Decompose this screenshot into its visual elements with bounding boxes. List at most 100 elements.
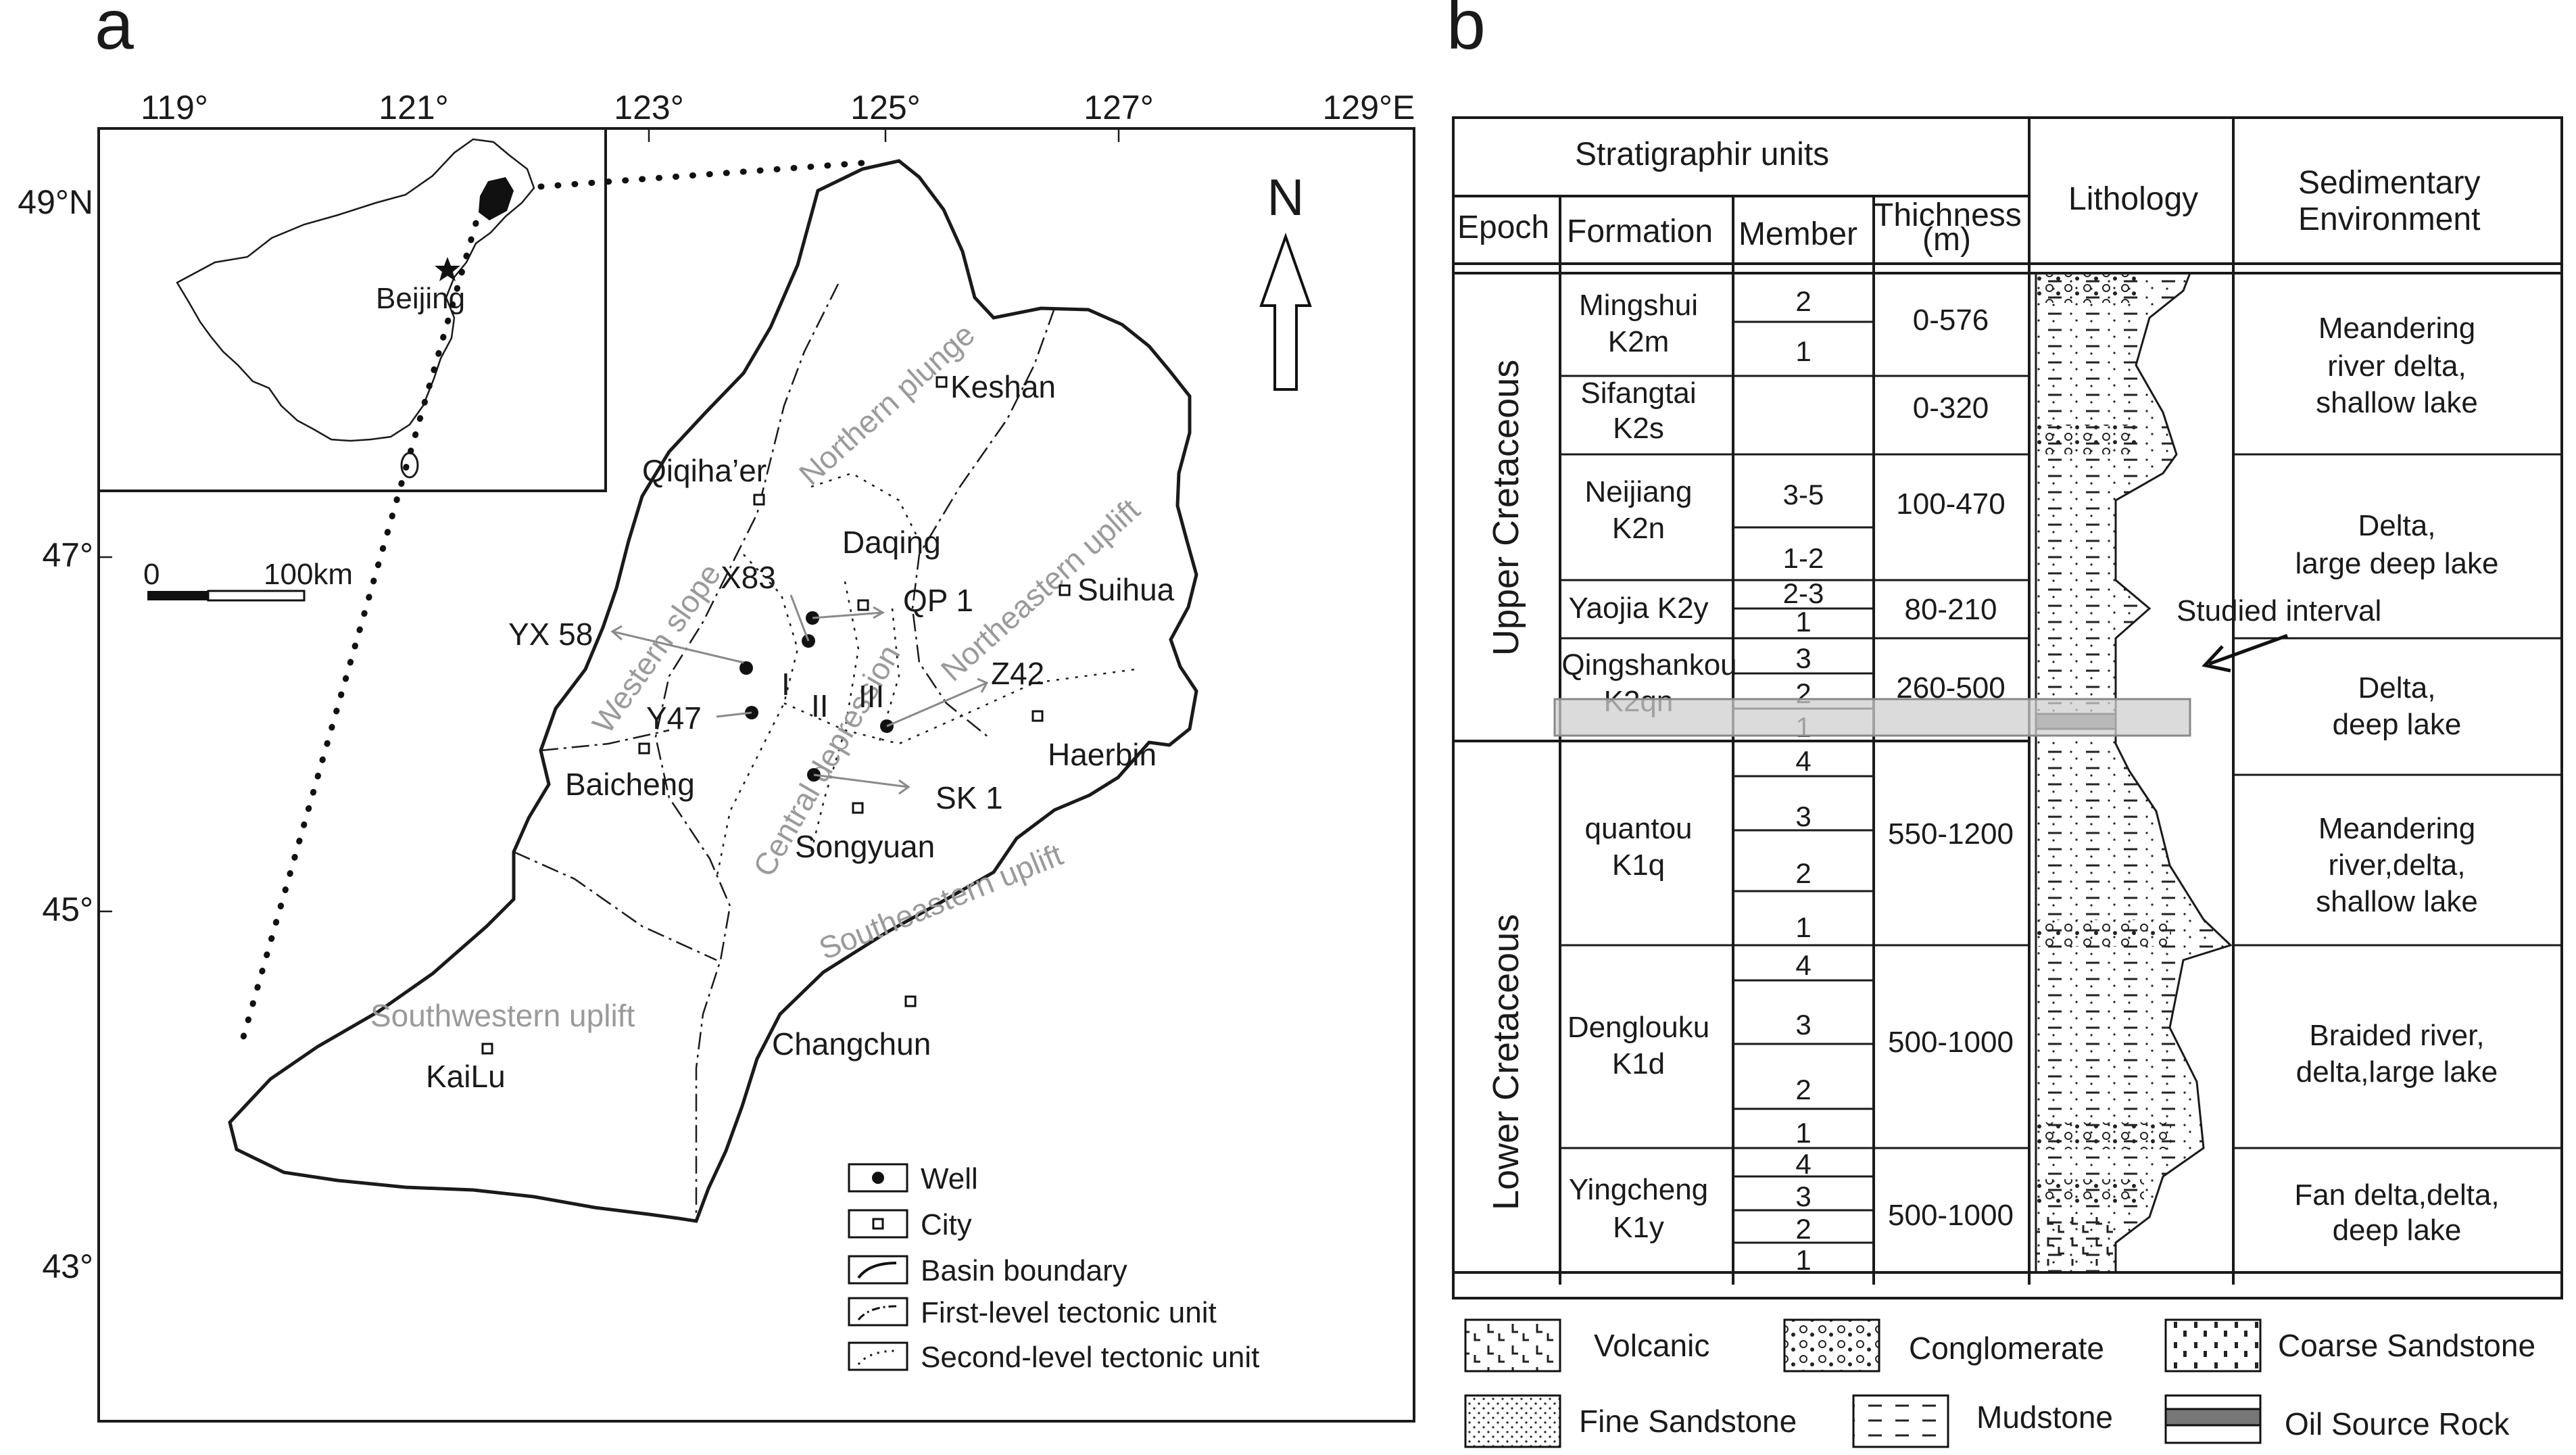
environment-line: deep lake	[2333, 708, 2462, 741]
beijing-star-icon	[435, 257, 460, 281]
member-number: 1	[1795, 1117, 1811, 1149]
scale-start: 0	[143, 558, 160, 591]
lat-tick: 43°	[42, 1247, 93, 1285]
header-formation: Formation	[1567, 214, 1713, 249]
panel-b-label: b	[1447, 0, 1486, 64]
legend-label: Well	[921, 1162, 978, 1195]
header-strat-units: Stratigraphir units	[1575, 137, 1829, 172]
formation-name: Yingcheng	[1569, 1173, 1708, 1206]
city-labels: Keshan Qiqiha’er Daqing Suihua Baicheng …	[426, 369, 1175, 1094]
member-number: 3	[1795, 642, 1811, 674]
member-number: 2-3	[1783, 577, 1824, 609]
china-northeast-region	[479, 177, 514, 220]
member-number: 2	[1795, 285, 1811, 317]
legend-label: Basin boundary	[921, 1254, 1127, 1287]
lithology-legend: Volcanic Conglomerate Coarse Sandstone F…	[1464, 1318, 2535, 1448]
unit-numerals: I II III	[781, 667, 884, 723]
thickness-values: 0-576 0-320 100-470 80-210 260-500 550-1…	[1888, 304, 2014, 1232]
map-frame	[97, 127, 1415, 1423]
member-number: 1	[1795, 335, 1811, 367]
city-label: Daqing	[842, 525, 941, 560]
epoch-lower: Lower Cretaceous	[1486, 914, 1526, 1210]
member-numbers: 2 1 3-5 1-2 2-3 1 3 2 1 4 3 2 1 4 3 2 1 …	[1783, 285, 1824, 1276]
legend-label: Oil Source Rock	[2285, 1406, 2510, 1441]
formation-code: K1y	[1613, 1211, 1664, 1244]
environment-line: deep lake	[2333, 1214, 2462, 1247]
environment-line: shallow lake	[2316, 885, 2478, 918]
inset-frame	[97, 127, 607, 492]
unit-numeral: II	[811, 688, 829, 723]
member-number: 1	[1795, 1244, 1811, 1276]
environment-line: river delta,	[2327, 350, 2466, 383]
environment-line: shallow lake	[2316, 386, 2478, 419]
member-number: 4	[1795, 1148, 1811, 1180]
formation-code: K2m	[1608, 325, 1669, 358]
well-label: SK 1	[935, 780, 1003, 815]
environment-line: Meandering	[2318, 312, 2475, 345]
city-label: Baicheng	[565, 767, 695, 802]
formation-name: quantou	[1584, 812, 1692, 845]
latitude-ticks: 49°N 47° 45° 43°	[18, 183, 93, 1285]
legend-label: Mudstone	[1976, 1400, 2113, 1435]
table-headers: Stratigraphir units Epoch Formation Memb…	[1457, 137, 2480, 258]
unit-numeral: III	[858, 679, 884, 714]
thickness-value: 500-1000	[1888, 1199, 2014, 1232]
member-number: 4	[1795, 745, 1811, 777]
strat-table-grid	[1452, 116, 2563, 1299]
member-number: 3	[1795, 1180, 1811, 1212]
thickness-value: 550-1200	[1888, 817, 2014, 851]
city-label: Songyuan	[795, 829, 935, 864]
panel-a-label: a	[95, 0, 134, 64]
environment-line: large deep lake	[2295, 547, 2499, 580]
lithology-column	[2035, 272, 2233, 1274]
legend-label: Coarse Sandstone	[2278, 1328, 2535, 1363]
member-number: 2	[1795, 857, 1811, 889]
well-label: YX 58	[508, 617, 593, 652]
north-label: N	[1267, 169, 1305, 226]
legend-label: First-level tectonic unit	[921, 1296, 1217, 1329]
member-number: 2	[1795, 1074, 1811, 1105]
lat-tick: 47°	[42, 536, 93, 574]
formation-name: Yaojia K2y	[1568, 592, 1708, 625]
map-legend: Well City Basin boundary First-level tec…	[848, 1162, 1259, 1374]
legend-label: City	[921, 1208, 972, 1241]
city-markers	[481, 376, 1071, 1055]
environment-line: delta,large lake	[2296, 1055, 2498, 1089]
formation-lines	[1560, 375, 2029, 1149]
formation-code: K1d	[1612, 1047, 1665, 1080]
formation-names: Mingshui K2m Sifangtai K2s Neijiang K2n …	[1561, 289, 1736, 1244]
thickness-value: 100-470	[1896, 487, 2005, 521]
well-label: Y47	[646, 700, 702, 736]
formation-name: Denglouku	[1568, 1011, 1709, 1044]
member-number: 1	[1795, 606, 1811, 638]
member-number: 3	[1795, 801, 1811, 832]
thickness-value: 0-320	[1913, 391, 1989, 425]
member-number: 3-5	[1783, 479, 1824, 510]
lat-tick: 45°	[42, 890, 93, 928]
lon-tick: 127°	[1084, 89, 1153, 126]
environment-line: river,delta,	[2329, 849, 2466, 882]
studied-interval-arrow-icon	[2202, 634, 2288, 673]
thickness-value: 500-1000	[1888, 1026, 2014, 1059]
header-member: Member	[1739, 216, 1857, 252]
city-label: KaiLu	[426, 1059, 506, 1094]
city-label: Haerbin	[1048, 737, 1157, 772]
inset-city-label: Beijing	[376, 282, 465, 315]
member-number: 1-2	[1783, 542, 1824, 574]
well-label: Z42	[991, 656, 1044, 691]
member-number: 4	[1795, 949, 1811, 981]
formation-name: Qingshankou	[1561, 648, 1736, 682]
southwestern-uplift-label: Southwestern uplift	[370, 998, 635, 1033]
thickness-value: 0-576	[1913, 304, 1989, 337]
north-arrow: N	[1259, 169, 1312, 391]
header-env-line2: Environment	[2298, 201, 2480, 237]
scale-end: 100km	[264, 558, 353, 591]
thickness-value: 80-210	[1904, 593, 1997, 626]
basin-boundary	[228, 159, 1198, 1223]
formation-name: Mingshui	[1579, 289, 1698, 322]
member-number: 2	[1795, 1213, 1811, 1245]
formation-code: K2n	[1612, 512, 1665, 545]
legend-label: Conglomerate	[1909, 1331, 2104, 1366]
first-level-tectonic-lines	[513, 283, 1056, 1221]
legend-label: Volcanic	[1594, 1328, 1709, 1363]
